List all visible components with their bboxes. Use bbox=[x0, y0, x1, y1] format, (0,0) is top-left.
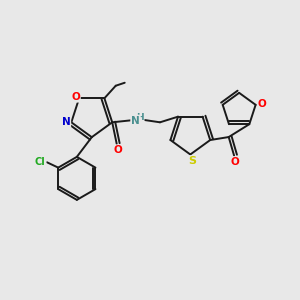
Text: O: O bbox=[258, 99, 267, 109]
Text: N: N bbox=[61, 117, 70, 127]
Text: Cl: Cl bbox=[35, 157, 46, 167]
Text: H: H bbox=[136, 113, 144, 122]
Text: N: N bbox=[131, 116, 140, 125]
Text: O: O bbox=[71, 92, 80, 102]
Text: S: S bbox=[188, 156, 196, 166]
Text: O: O bbox=[113, 146, 122, 155]
Text: O: O bbox=[231, 157, 239, 167]
